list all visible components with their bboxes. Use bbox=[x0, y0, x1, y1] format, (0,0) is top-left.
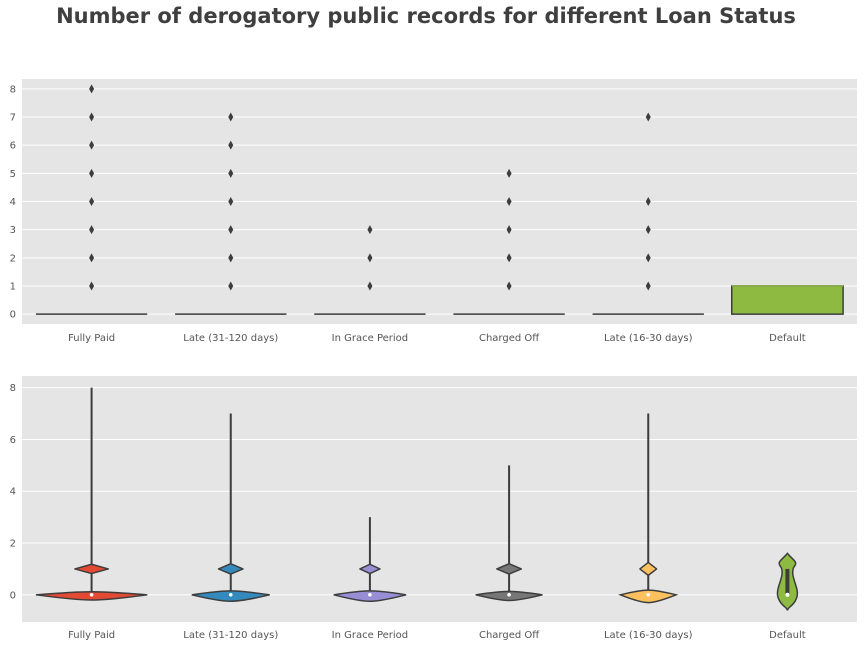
box-plot-outlier bbox=[506, 168, 512, 178]
box-plot-outlier bbox=[89, 253, 95, 263]
box-plot-x-tick-label: Late (31-120 days) bbox=[183, 333, 278, 344]
violin-median-dot bbox=[646, 593, 651, 597]
box-plot-outlier bbox=[506, 225, 512, 235]
box-plot-outlier bbox=[228, 253, 234, 263]
violin-plot-y-tick-label: 6 bbox=[10, 435, 16, 446]
violin-iqr-bar bbox=[785, 568, 790, 595]
box-plot-outlier bbox=[645, 253, 651, 263]
box-plot-x-tick-label: Late (16-30 days) bbox=[604, 333, 693, 344]
box-plot-outlier bbox=[228, 168, 234, 178]
box-plot-outlier bbox=[506, 253, 512, 263]
box-plot-outlier bbox=[228, 140, 234, 150]
box-plot-outlier bbox=[645, 197, 651, 206]
box-plot-outlier bbox=[645, 225, 651, 235]
violin-secondary-mode bbox=[217, 562, 244, 575]
violin-median-dot bbox=[89, 593, 94, 597]
box-plot-outlier bbox=[506, 281, 512, 291]
violin-median-dot bbox=[507, 593, 511, 597]
violin-median-dot bbox=[228, 593, 233, 597]
box-plot-panel: 0 1 2 3 4 5 6 7 8 Fully Paid Late (31-120 days) In … bbox=[10, 79, 857, 344]
violin-plot-x-tick-label: Late (31-120 days) bbox=[183, 630, 278, 641]
box-plot-outlier bbox=[89, 84, 95, 94]
violin-secondary-mode bbox=[359, 563, 381, 575]
box-plot-outlier bbox=[645, 112, 651, 122]
box-plot-outlier bbox=[506, 197, 512, 206]
box-plot-y-tick-label: 4 bbox=[10, 197, 16, 208]
box-plot-y-tick-label: 1 bbox=[10, 281, 16, 292]
violin-secondary-mode bbox=[496, 562, 523, 575]
box-plot-outlier bbox=[367, 281, 373, 291]
box-plot-outlier bbox=[89, 112, 95, 122]
violin-plot-y-tick-label: 8 bbox=[10, 383, 16, 394]
box-plot-outlier bbox=[89, 140, 95, 150]
violin-secondary-mode bbox=[74, 563, 110, 575]
violin-plot-y-tick-label: 4 bbox=[10, 487, 16, 498]
box-plot-y-tick-label: 7 bbox=[10, 113, 16, 124]
box-plot-y-tick-label: 8 bbox=[10, 84, 16, 95]
box-plot-y-tick-label: 2 bbox=[10, 253, 16, 264]
box-plot-outlier bbox=[228, 197, 234, 206]
violin-plot-x-tick-label: Charged Off bbox=[479, 630, 540, 641]
box-plot-outlier bbox=[89, 225, 95, 235]
box-plot-x-tick-label: Fully Paid bbox=[68, 333, 115, 344]
violin-plot-x-tick-label: Default bbox=[769, 630, 806, 641]
box-plot-outlier bbox=[645, 281, 651, 291]
box-plot-outlier bbox=[228, 112, 234, 122]
violin-plot-x-tick-label: Late (16-30 days) bbox=[604, 630, 693, 641]
violin-plot-y-tick-label: 2 bbox=[10, 539, 16, 550]
box-plot-y-tick-label: 6 bbox=[10, 141, 16, 152]
box-plot-outlier bbox=[367, 225, 373, 235]
box-plot-x-tick-label: Charged Off bbox=[479, 333, 540, 344]
box-plot-outlier bbox=[89, 281, 95, 291]
violin-median-dot bbox=[785, 592, 790, 597]
box-plot-outlier bbox=[89, 168, 95, 178]
violin-plot-y-tick-label: 0 bbox=[10, 590, 16, 601]
violin-plot-x-tick-label: In Grace Period bbox=[332, 630, 408, 641]
box-plot-x-tick-label: Default bbox=[769, 333, 806, 344]
box-plot-box bbox=[731, 285, 844, 315]
box-plot-outlier bbox=[367, 253, 373, 263]
box-plot-x-tick-label: In Grace Period bbox=[332, 333, 408, 344]
violin-plot-panel: 0 2 4 6 8 Fully Paid Late (31-120 days) In Grac… bbox=[10, 376, 857, 641]
box-plot-y-tick-label: 0 bbox=[10, 310, 16, 321]
violin-plot-background bbox=[22, 376, 857, 622]
box-plot-y-tick-label: 5 bbox=[10, 169, 16, 180]
box-plot-outlier bbox=[89, 197, 95, 206]
box-plot-outlier bbox=[228, 281, 234, 291]
violin-secondary-mode bbox=[639, 561, 658, 577]
box-plot-y-tick-label: 3 bbox=[10, 225, 16, 236]
violin-plot-x-tick-label: Fully Paid bbox=[68, 630, 115, 641]
figure-title: Number of derogatory public records for … bbox=[56, 4, 796, 28]
box-plot-outlier bbox=[228, 225, 234, 235]
violin-median-dot bbox=[368, 593, 372, 597]
